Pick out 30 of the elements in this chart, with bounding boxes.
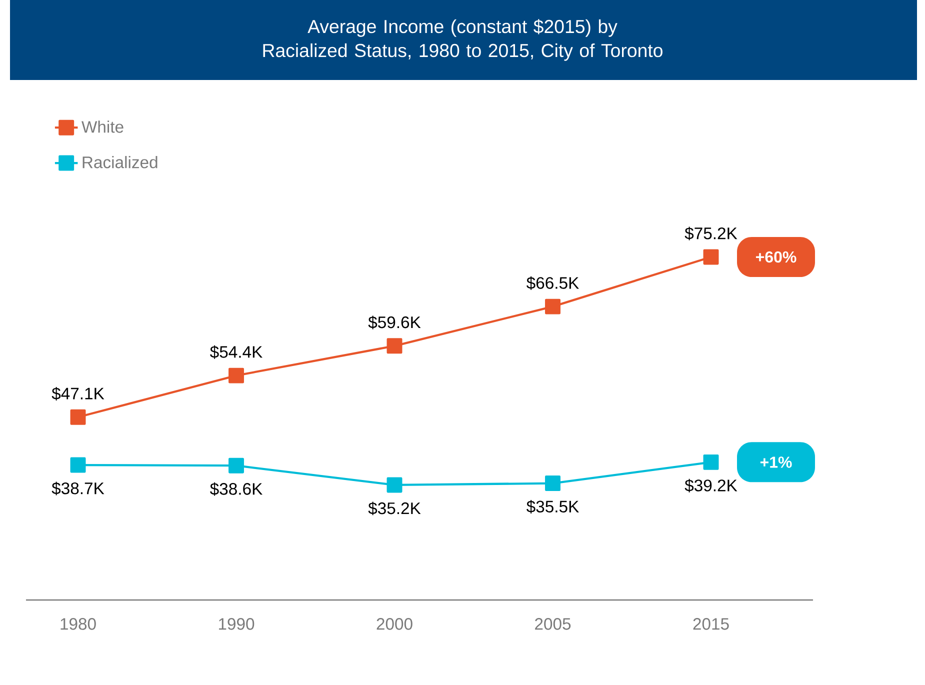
x-tick-label: 2000 — [376, 618, 412, 630]
point — [70, 409, 86, 425]
point — [386, 338, 402, 354]
point — [228, 458, 244, 474]
data-label: $35.5K — [526, 500, 579, 514]
point — [228, 368, 244, 384]
x-tick-label: 1980 — [60, 618, 96, 630]
x-tick-label: 2005 — [535, 618, 571, 630]
legend-label: Racialized — [82, 156, 158, 168]
data-label: $59.6K — [368, 316, 421, 330]
data-label: $47.1K — [52, 386, 104, 400]
point — [545, 298, 560, 314]
data-label: $39.2K — [684, 478, 738, 492]
annotation: +60% — [756, 251, 796, 263]
point — [545, 476, 560, 492]
point — [386, 477, 402, 493]
data-label: $54.4K — [210, 345, 262, 359]
data-label: $66.5K — [526, 276, 579, 290]
data-label: $38.6K — [210, 482, 262, 496]
chart-title: Average Income (constant $2015) by Racialized Status, 1980 to 2015, City of Toronto — [263, 19, 662, 61]
point — [70, 457, 86, 473]
legend-label: White — [82, 120, 124, 133]
data-label: $75.2K — [684, 226, 738, 240]
data-label: $38.7K — [52, 482, 104, 496]
x-tick-label: 1990 — [218, 618, 254, 630]
x-tick-label: 2015 — [693, 618, 729, 630]
data-label: $35.2K — [368, 502, 421, 516]
annotation: +1% — [760, 456, 792, 468]
point — [703, 249, 719, 265]
point — [703, 454, 719, 470]
